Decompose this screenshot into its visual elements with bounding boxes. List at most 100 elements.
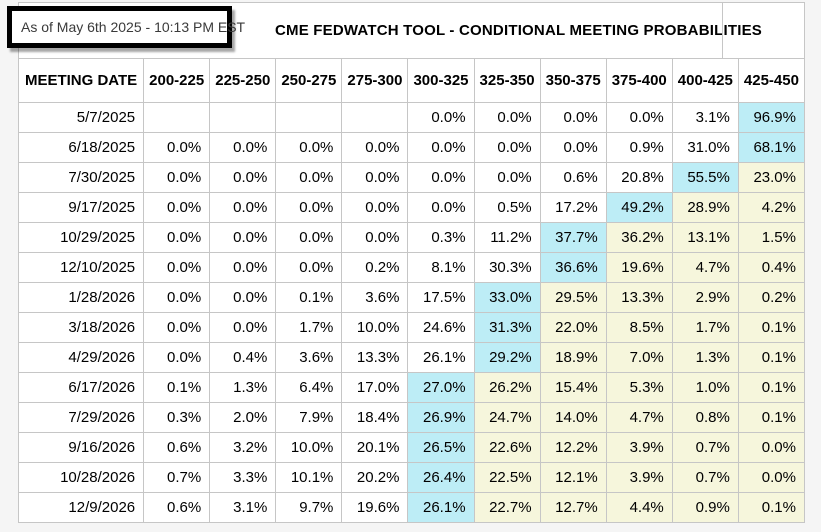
probability-cell: 0.0% [473, 132, 541, 163]
probability-cell: 0.8% [671, 402, 739, 433]
probability-cell: 3.2% [209, 432, 277, 463]
as-of-timestamp: As of May 6th 2025 - 10:13 PM EST [21, 19, 246, 35]
probability-cell: 55.5% [671, 162, 739, 193]
probability-cell: 0.0% [407, 102, 475, 133]
meeting-date-cell: 3/18/2026 [17, 312, 145, 343]
probability-cell: 0.0% [737, 432, 806, 463]
probability-cell: 30.3% [473, 252, 541, 283]
probability-cell: 8.1% [407, 252, 475, 283]
rate-range-column-header: 350-375 [539, 58, 607, 103]
probability-cell: 9.7% [275, 492, 343, 523]
probability-cell: 4.7% [671, 252, 739, 283]
probability-cell: 22.6% [473, 432, 541, 463]
probability-cell: 0.0% [473, 102, 541, 133]
probability-cell: 0.1% [143, 372, 211, 403]
table-header-row: MEETING DATE 200-225 225-250 250-275 275-300… [17, 58, 806, 103]
probability-cell: 31.3% [473, 312, 541, 343]
probability-cell: 13.1% [671, 222, 739, 253]
probability-cell: 2.0% [209, 402, 277, 433]
table-row: 10/29/2025 0.0% 0.0% 0.0% 0.0% 0.3% 11.2% 37.7%… [17, 222, 806, 253]
probability-cell: 18.4% [341, 402, 409, 433]
rate-range-column-header: 425-450 [737, 58, 806, 103]
probability-cell: 22.5% [473, 462, 541, 493]
probability-cell: 0.4% [737, 252, 806, 283]
probability-cell: 26.5% [407, 432, 475, 463]
probability-cell: 0.6% [539, 162, 607, 193]
probability-cell: 0.0% [209, 252, 277, 283]
meeting-date-column-header: MEETING DATE [17, 58, 145, 103]
probability-cell: 28.9% [671, 192, 739, 223]
probability-cell: 0.0% [209, 282, 277, 313]
probability-cell: 13.3% [605, 282, 673, 313]
probability-cell: 0.0% [473, 162, 541, 193]
probability-cell: 22.0% [539, 312, 607, 343]
probability-cell: 3.6% [275, 342, 343, 373]
probability-cell: 0.1% [275, 282, 343, 313]
probability-cell: 19.6% [605, 252, 673, 283]
probability-cell: 26.2% [473, 372, 541, 403]
probability-cell: 26.1% [407, 342, 475, 373]
probability-cell: 1.7% [275, 312, 343, 343]
rate-range-column-header: 325-350 [473, 58, 541, 103]
probability-cell: 0.5% [473, 192, 541, 223]
probability-cell: 0.3% [143, 402, 211, 433]
probability-cell: 36.6% [539, 252, 607, 283]
probability-cell: 49.2% [605, 192, 673, 223]
probability-cell: 0.0% [341, 222, 409, 253]
probability-cell: 0.0% [341, 132, 409, 163]
probability-cell: 0.1% [737, 402, 806, 433]
title-wrap: CME FEDWATCH TOOL - CONDITIONAL MEETING … [233, 3, 804, 58]
table-row: 7/30/2025 0.0% 0.0% 0.0% 0.0% 0.0% 0.0% 0.6% 20.… [17, 162, 806, 193]
meeting-date-cell: 9/17/2025 [17, 192, 145, 223]
probability-cell: 2.9% [671, 282, 739, 313]
page-title: CME FEDWATCH TOOL - CONDITIONAL MEETING … [275, 22, 762, 39]
probability-cell [275, 102, 343, 133]
probability-cell: 0.2% [737, 282, 806, 313]
probability-cell: 0.7% [671, 432, 739, 463]
probability-cell: 0.9% [671, 492, 739, 523]
probability-cell: 0.0% [539, 102, 607, 133]
probability-cell: 0.0% [605, 102, 673, 133]
probability-cell: 0.0% [407, 132, 475, 163]
probability-cell: 0.7% [671, 462, 739, 493]
probability-cell: 12.7% [539, 492, 607, 523]
probability-cell: 0.0% [209, 132, 277, 163]
probability-cell: 0.0% [143, 192, 211, 223]
probability-cell: 8.5% [605, 312, 673, 343]
probability-cell: 12.1% [539, 462, 607, 493]
as-of-box: As of May 6th 2025 - 10:13 PM EST [7, 6, 245, 48]
meeting-date-cell: 12/10/2025 [17, 252, 145, 283]
meeting-date-cell: 9/16/2026 [17, 432, 145, 463]
probability-cell: 0.0% [539, 132, 607, 163]
title-row-divider [722, 3, 723, 58]
probability-cell: 33.0% [473, 282, 541, 313]
probability-cell: 18.9% [539, 342, 607, 373]
table-row: 1/28/2026 0.0% 0.0% 0.1% 3.6% 17.5% 33.0% 29.5%… [17, 282, 806, 313]
table-row: 4/29/2026 0.0% 0.4% 3.6% 13.3% 26.1% 29.2% 18.9… [17, 342, 806, 373]
probability-cell: 0.0% [143, 282, 211, 313]
table-row: 6/18/2025 0.0% 0.0% 0.0% 0.0% 0.0% 0.0% 0.0% 0.9… [17, 132, 806, 163]
probability-cell: 0.0% [143, 312, 211, 343]
probability-cell: 31.0% [671, 132, 739, 163]
probability-cell: 0.0% [341, 192, 409, 223]
table-row: 3/18/2026 0.0% 0.0% 1.7% 10.0% 24.6% 31.3% 22.0… [17, 312, 806, 343]
meeting-date-cell: 10/28/2026 [17, 462, 145, 493]
table-row: 5/7/2025 0.0% 0.0% 0.0% 0.0% 3.1% 96.9% [17, 102, 806, 133]
probability-cell: 15.4% [539, 372, 607, 403]
meeting-date-cell: 10/29/2025 [17, 222, 145, 253]
probability-cell: 0.0% [209, 162, 277, 193]
probability-cell: 0.0% [275, 252, 343, 283]
probability-cell: 11.2% [473, 222, 541, 253]
probability-cell: 0.6% [143, 432, 211, 463]
probability-cell: 0.0% [275, 162, 343, 193]
rate-range-column-header: 225-250 [209, 58, 277, 103]
rate-range-column-header: 250-275 [275, 58, 343, 103]
probability-cell: 17.5% [407, 282, 475, 313]
probability-cell [341, 102, 409, 133]
probability-cell: 96.9% [737, 102, 806, 133]
probability-cell: 26.9% [407, 402, 475, 433]
probability-cell: 0.0% [275, 132, 343, 163]
probability-cell: 1.0% [671, 372, 739, 403]
table-row: 6/17/2026 0.1% 1.3% 6.4% 17.0% 27.0% 26.2% 15.4… [17, 372, 806, 403]
